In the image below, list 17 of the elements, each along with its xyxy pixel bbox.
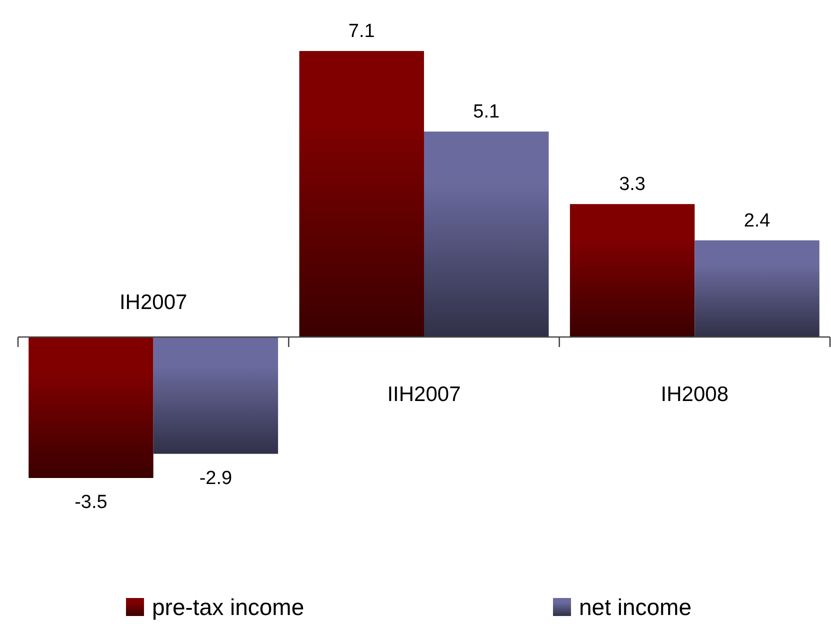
bar — [694, 240, 820, 338]
legend-label: pre-tax income — [152, 594, 304, 620]
data-label: 5.1 — [473, 102, 500, 123]
x-tick-label: IH2008 — [660, 383, 729, 406]
data-label: 3.3 — [619, 174, 646, 196]
legend-label: net income — [579, 594, 692, 620]
data-label: -3.5 — [74, 492, 108, 513]
bar — [153, 337, 278, 454]
data-label: 2.4 — [744, 210, 771, 232]
bar — [28, 337, 154, 478]
x-tick-label: IIH2007 — [387, 383, 461, 406]
bar — [570, 204, 695, 338]
x-tick-label: IH2007 — [119, 291, 188, 314]
data-label: -2.9 — [199, 468, 232, 489]
data-label: 7.1 — [348, 21, 375, 42]
bar — [299, 51, 424, 338]
bar — [424, 132, 549, 338]
